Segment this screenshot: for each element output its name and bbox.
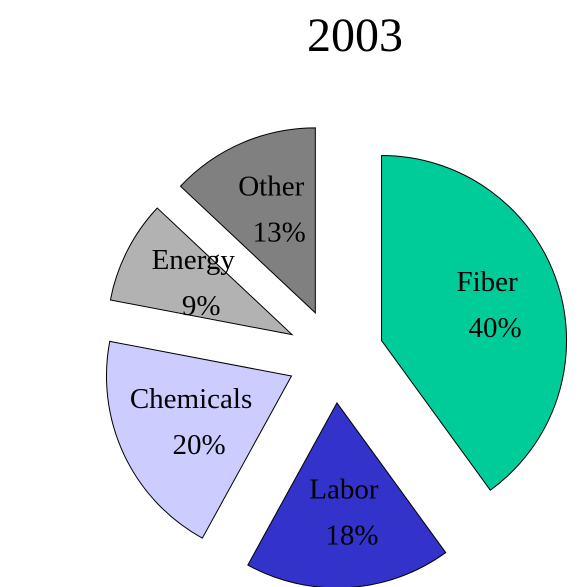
slice-label: Chemicals	[130, 383, 252, 415]
pie-slice	[179, 127, 316, 315]
chart-title: 2003	[307, 9, 403, 62]
slice-label: Other	[238, 171, 304, 203]
pie-slice	[105, 340, 293, 539]
slice-value-label: 20%	[172, 429, 225, 461]
slice-value-label: 18%	[325, 519, 378, 551]
slice-label: Energy	[152, 244, 236, 276]
slice-label: Labor	[309, 473, 379, 505]
pie-slice	[109, 207, 294, 336]
pie-slice	[381, 155, 568, 491]
slice-label: Fiber	[457, 266, 519, 298]
slice-value-label: 9%	[182, 290, 221, 322]
slice-value-label: 40%	[469, 312, 522, 344]
pie-slice	[247, 401, 447, 587]
slice-value-label: 13%	[253, 217, 306, 249]
